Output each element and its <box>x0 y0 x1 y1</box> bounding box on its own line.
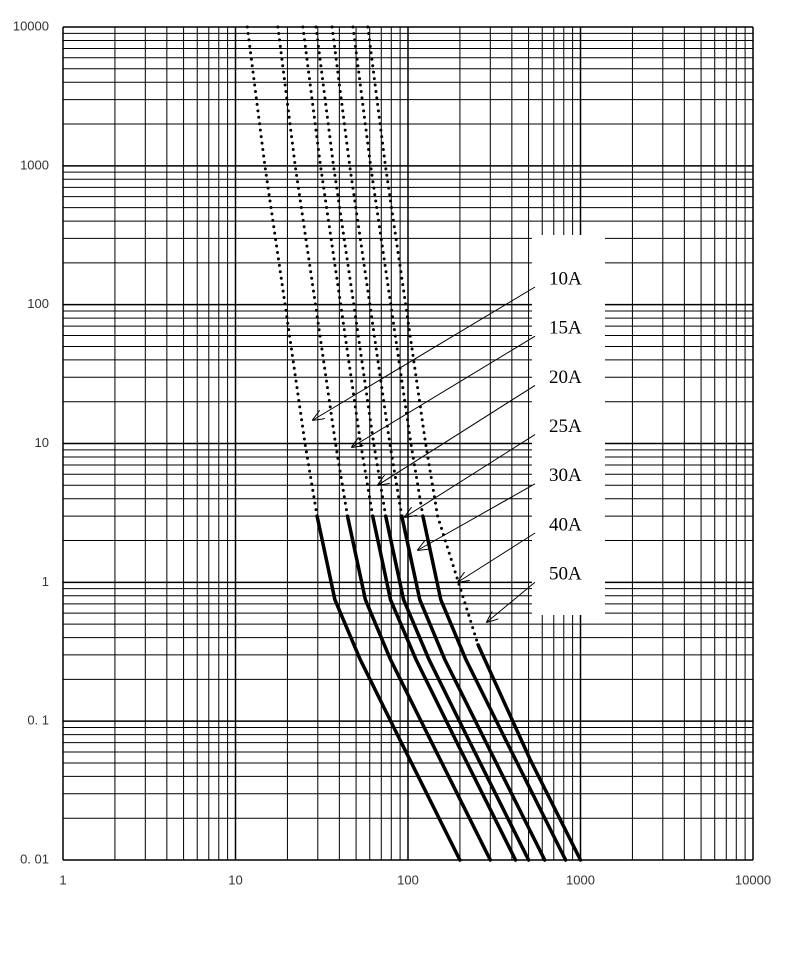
y-tick-label: 1000 <box>20 157 49 172</box>
leader-arrow <box>458 532 536 582</box>
y-tick-label: 10000 <box>13 18 49 33</box>
y-tick-label: 0. 1 <box>27 713 49 728</box>
dotted-curve <box>301 25 375 518</box>
dotted-curve <box>330 25 404 518</box>
series-label: 50A <box>549 564 582 585</box>
solid-curve <box>383 514 531 862</box>
series-label: 25A <box>549 416 582 437</box>
y-tick-label: 0. 01 <box>20 851 49 866</box>
leader-arrow <box>352 335 536 447</box>
x-tick-label: 10 <box>228 872 242 887</box>
solid-curve <box>400 514 547 862</box>
x-tick-label: 1000 <box>566 872 595 887</box>
series-label: 20A <box>549 367 582 388</box>
leader-arrow <box>418 483 536 550</box>
solid-curve <box>345 514 493 862</box>
dotted-curve <box>351 25 425 518</box>
solid-curve <box>370 514 518 862</box>
dotted-curve <box>366 25 480 647</box>
dotted-curve <box>245 25 319 518</box>
leader-arrow <box>487 581 536 622</box>
x-tick-label: 10000 <box>735 872 771 887</box>
solid-curve <box>476 643 583 862</box>
series-label: 10A <box>549 268 582 289</box>
series-label: 30A <box>549 465 582 486</box>
dotted-curve <box>314 25 388 518</box>
y-tick-label: 100 <box>27 296 49 311</box>
y-tick-label: 1 <box>42 574 49 589</box>
x-tick-label: 100 <box>397 872 419 887</box>
x-tick-label: 1 <box>59 872 66 887</box>
solid-curve <box>315 514 462 862</box>
series-label: 40A <box>549 514 582 535</box>
solid-curve <box>421 514 568 862</box>
leader-arrow <box>405 434 536 517</box>
leader-arrow <box>378 384 536 485</box>
y-tick-label: 10 <box>35 435 49 450</box>
label-panel <box>532 235 605 615</box>
leader-arrow <box>313 286 536 420</box>
dotted-curve <box>276 25 349 518</box>
series-label: 15A <box>549 318 582 339</box>
